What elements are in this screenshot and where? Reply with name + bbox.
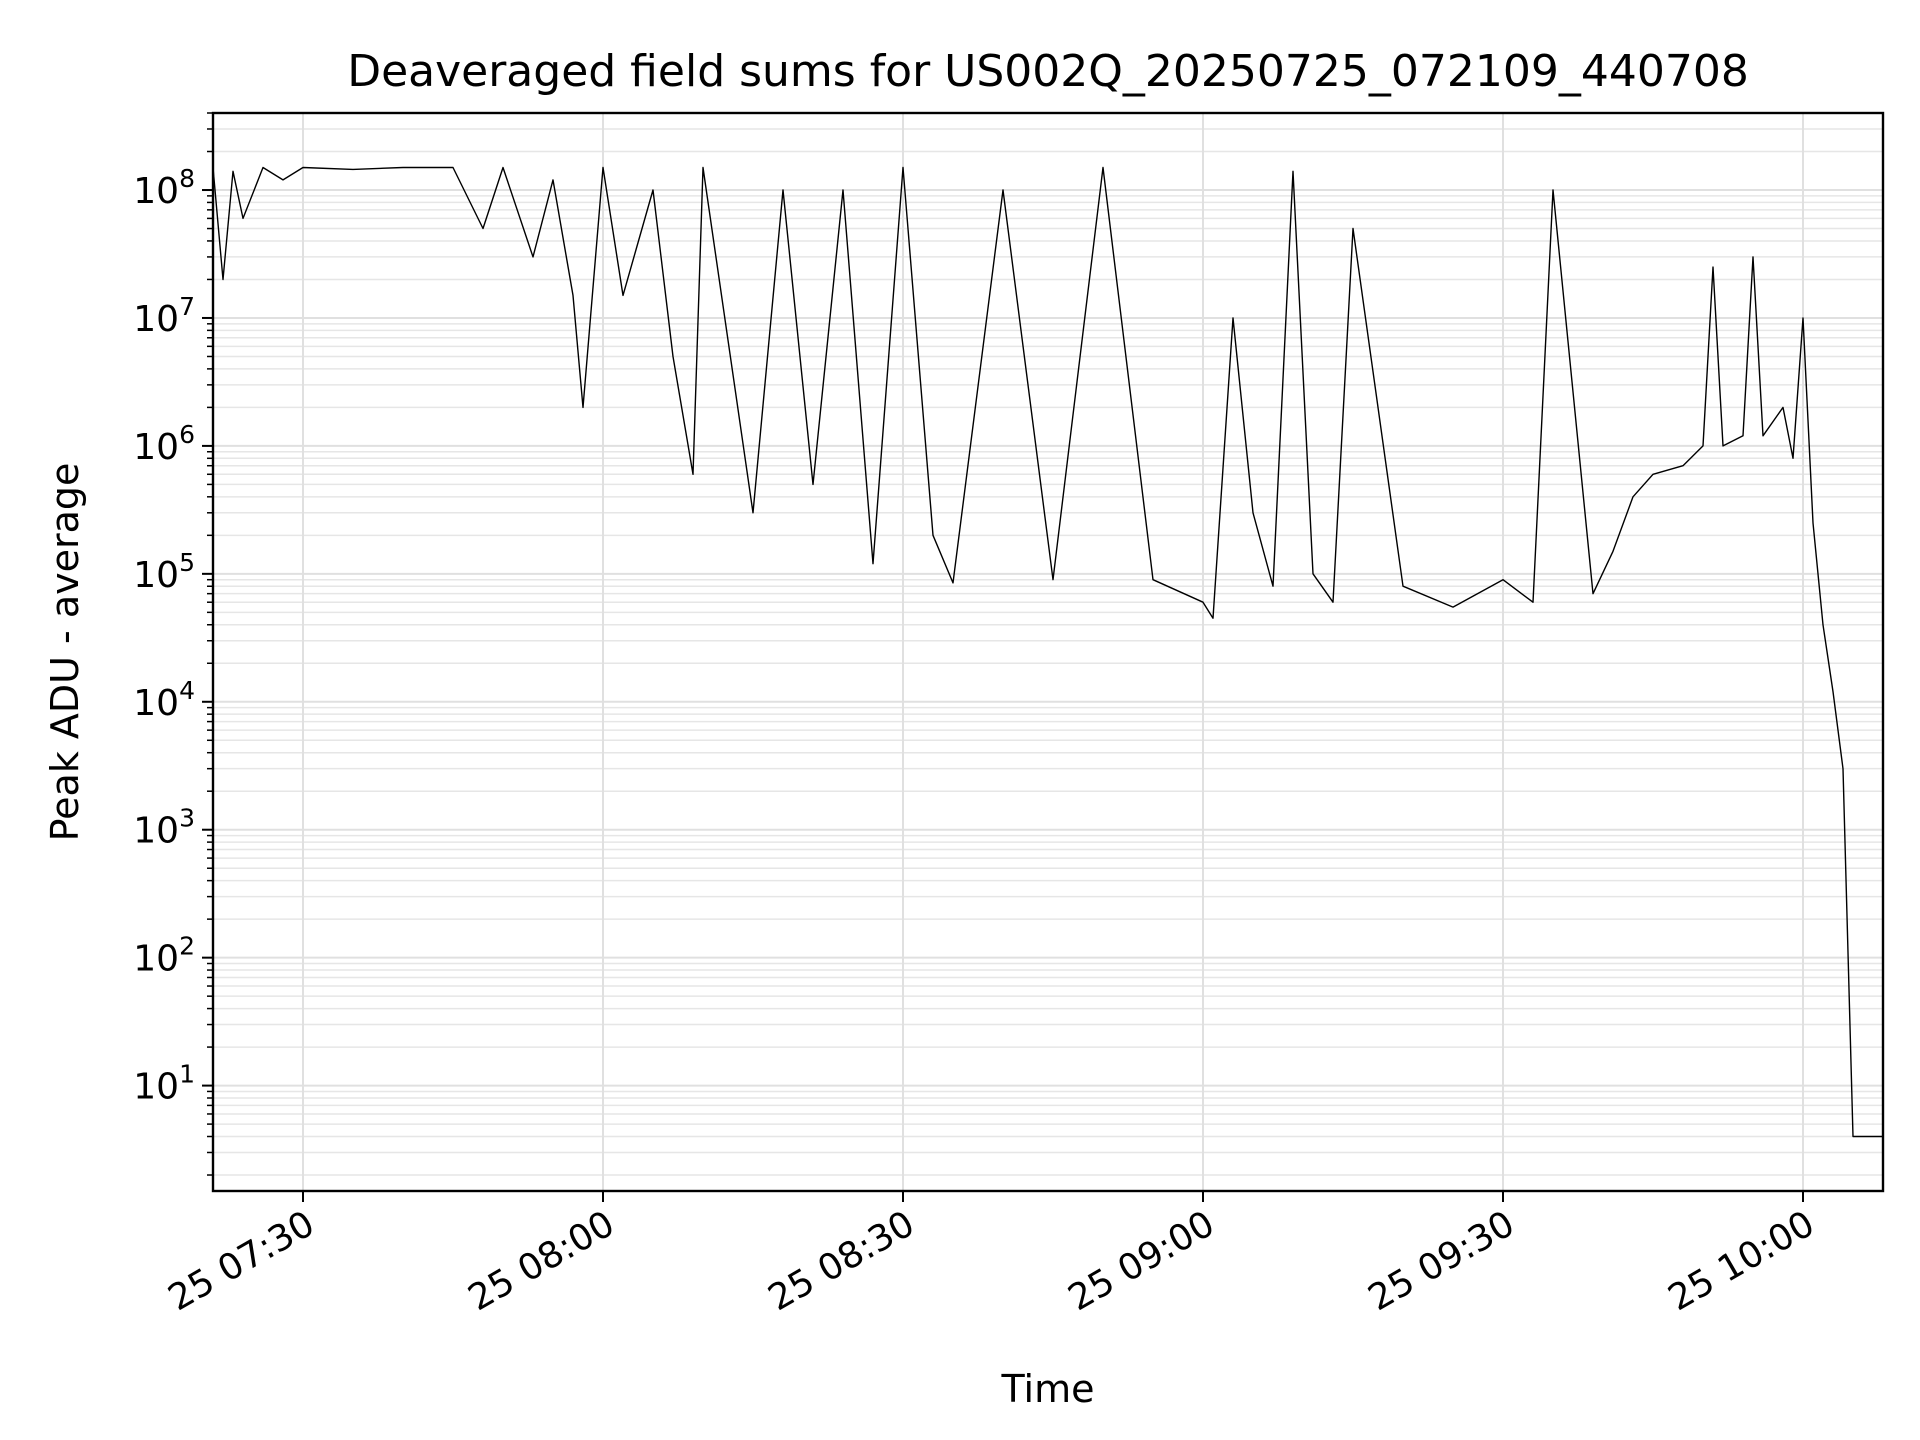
x-tick-label: 25 10:00 bbox=[1662, 1203, 1822, 1319]
y-tick-label: 102 bbox=[133, 932, 195, 980]
x-axis-label: Time bbox=[1001, 1367, 1095, 1411]
series-line bbox=[212, 166, 1883, 1138]
x-tick-label: 25 07:30 bbox=[162, 1203, 322, 1319]
y-tick-label: 101 bbox=[133, 1060, 195, 1108]
x-tick-label: 25 08:00 bbox=[462, 1203, 622, 1319]
y-tick-label: 103 bbox=[133, 804, 195, 852]
grid-lines bbox=[213, 112, 1883, 1191]
x-tick-label: 25 08:30 bbox=[762, 1203, 922, 1319]
chart-title: Deaveraged field sums for US002Q_2025072… bbox=[347, 46, 1749, 97]
plot-frame bbox=[211, 111, 1885, 1193]
y-tick-label: 108 bbox=[133, 164, 195, 212]
x-tick-label: 25 09:00 bbox=[1062, 1203, 1222, 1319]
y-tick-label: 104 bbox=[133, 676, 195, 724]
y-axis-label: Peak ADU - average bbox=[43, 463, 87, 842]
y-tick-label: 106 bbox=[133, 420, 195, 468]
y-tick-label: 105 bbox=[133, 548, 195, 596]
series-layer bbox=[212, 166, 1883, 1138]
axis-ticks bbox=[202, 112, 1804, 1202]
y-tick-label: 107 bbox=[133, 292, 195, 340]
x-tick-label: 25 09:30 bbox=[1362, 1203, 1522, 1319]
